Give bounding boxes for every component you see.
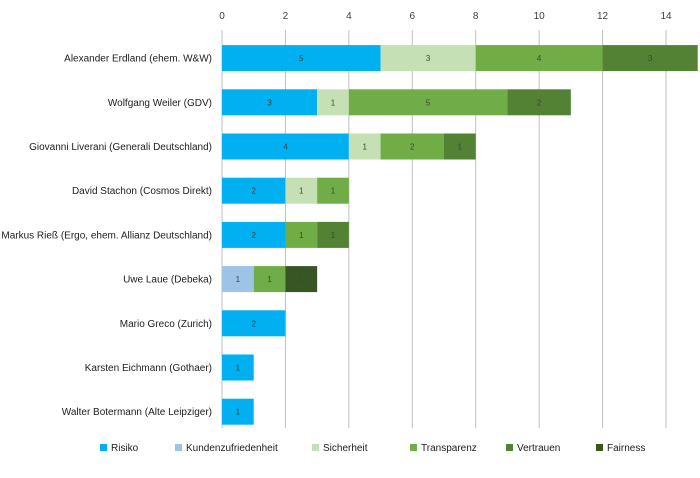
x-tick-label: 2 xyxy=(283,11,289,22)
bar-segment-vertrauen xyxy=(602,45,698,72)
data-label: 4 xyxy=(537,54,542,63)
bar-segment-risiko xyxy=(222,221,286,248)
bar-segment-risiko xyxy=(222,133,349,160)
bar-segment-risiko xyxy=(222,398,254,425)
data-label: 3 xyxy=(648,54,653,63)
data-label: 1 xyxy=(236,275,241,284)
x-tick-label: 14 xyxy=(660,11,672,22)
bar-segment-risiko xyxy=(222,89,318,116)
legend-swatch-sicherheit xyxy=(312,444,319,451)
category-label: Wolfgang Weiler (GDV) xyxy=(108,98,212,109)
x-tick-label: 10 xyxy=(534,11,546,22)
data-label: 2 xyxy=(537,98,542,107)
data-label: 1 xyxy=(267,275,272,284)
category-label: Mario Greco (Zurich) xyxy=(120,319,212,330)
data-label: 2 xyxy=(251,187,256,196)
bar-segment-fairness xyxy=(285,266,318,293)
legend-swatch-fairness xyxy=(596,444,603,451)
data-label: 1 xyxy=(331,231,336,240)
x-tick-label: 6 xyxy=(410,11,416,22)
data-label: 1 xyxy=(299,187,304,196)
category-label: Alexander Erdland (ehem. W&W) xyxy=(64,54,212,65)
data-label: 2 xyxy=(251,231,256,240)
bars: 5 3 4 3 3 1 5 2 4 1 2 1 2 1 1 2 1 1 1 1 1 2 1 1 xyxy=(222,45,698,425)
bar-segment-transparenz xyxy=(285,221,318,248)
bar-segment-transparenz xyxy=(317,177,349,204)
category-label: Markus Rieß (Ergo, ehem. Allianz Deutsch… xyxy=(1,230,212,241)
bar-segment-risiko xyxy=(222,45,381,72)
bar-segment-risiko xyxy=(222,354,254,381)
category-labels: Alexander Erdland (ehem. W&W) Wolfgang We… xyxy=(1,54,212,419)
data-label: 1 xyxy=(299,231,304,240)
category-label: David Stachon (Cosmos Direkt) xyxy=(72,186,212,197)
data-label: 1 xyxy=(331,187,336,196)
bar-segment-risiko xyxy=(222,310,286,337)
legend: Risiko Kundenzufriedenheit Sicherheit Trans… xyxy=(100,443,645,454)
bar-segment-sicherheit xyxy=(285,177,318,204)
legend-label: Sicherheit xyxy=(323,443,368,454)
x-tick-label: 4 xyxy=(346,11,352,22)
bar-segment-sicherheit xyxy=(380,45,476,72)
x-axis-ticks: 0 2 4 6 8 10 12 14 xyxy=(219,11,672,22)
bar-segment-vertrauen xyxy=(444,133,476,160)
data-label: 1 xyxy=(236,408,241,417)
data-label: 4 xyxy=(283,143,288,152)
data-label: 2 xyxy=(251,319,256,328)
bar-segment-vertrauen xyxy=(507,89,571,116)
bar-segment-kundenzufriedenheit xyxy=(222,266,254,293)
data-label: 1 xyxy=(299,275,304,284)
bar-segment-vertrauen xyxy=(317,221,349,248)
legend-label: Risiko xyxy=(111,443,139,454)
bar-segment-sicherheit xyxy=(348,133,381,160)
legend-label: Kundenzufriedenheit xyxy=(186,443,278,454)
legend-swatch-vertrauen xyxy=(506,444,513,451)
data-label: 3 xyxy=(267,98,272,107)
data-label: 1 xyxy=(236,364,241,373)
data-label: 1 xyxy=(331,98,336,107)
legend-swatch-transparenz xyxy=(410,444,417,451)
legend-swatch-kundenzufriedenheit xyxy=(175,444,182,451)
bar-segment-sicherheit xyxy=(317,89,349,116)
data-label: 1 xyxy=(362,143,367,152)
legend-label: Transparenz xyxy=(421,443,477,454)
bar-segment-transparenz xyxy=(380,133,444,160)
bar-segment-transparenz xyxy=(475,45,603,72)
data-label: 5 xyxy=(299,54,304,63)
legend-label: Vertrauen xyxy=(517,443,560,454)
category-label: Karsten Eichmann (Gothaer) xyxy=(85,363,212,374)
x-tick-label: 0 xyxy=(219,11,225,22)
x-tick-label: 12 xyxy=(597,11,609,22)
data-label: 3 xyxy=(426,54,431,63)
data-label: 5 xyxy=(426,98,431,107)
category-label: Uwe Laue (Debeka) xyxy=(123,275,212,286)
data-label: 2 xyxy=(410,143,415,152)
legend-label: Fairness xyxy=(607,443,645,454)
bar-segment-transparenz xyxy=(348,89,508,116)
category-label: Walter Botermann (Alte Leipziger) xyxy=(62,407,212,418)
x-tick-label: 8 xyxy=(473,11,479,22)
data-label: 1 xyxy=(458,143,463,152)
bar-segment-transparenz xyxy=(253,266,286,293)
bar-segment-risiko xyxy=(222,177,286,204)
legend-swatch-risiko xyxy=(100,444,107,451)
category-label: Giovanni Liverani (Generali Deutschland) xyxy=(29,142,212,153)
